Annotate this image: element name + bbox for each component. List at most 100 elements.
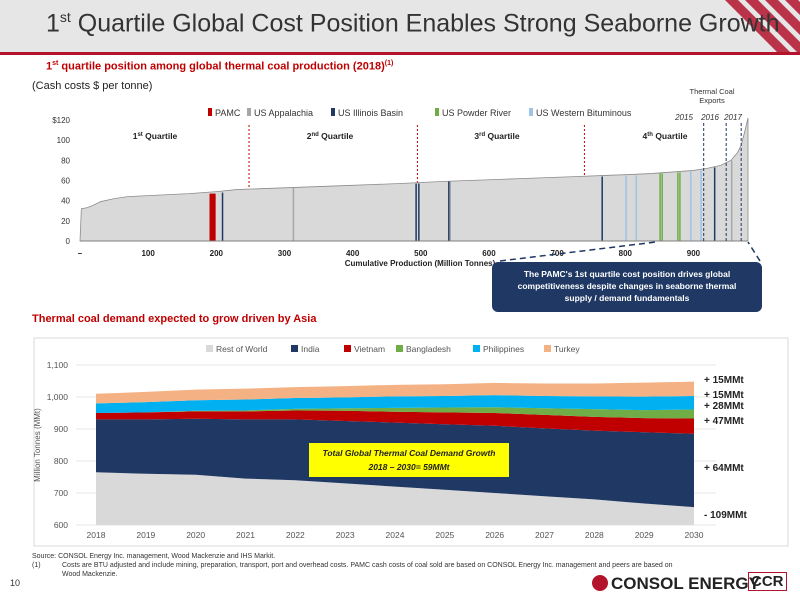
consol-logo-icon: [592, 575, 608, 591]
producer-bar: [415, 183, 417, 241]
legend-swatch: [396, 345, 403, 352]
header-bar: 1st Quartile Global Cost Position Enable…: [0, 0, 800, 52]
exports-title: Thermal Coal: [689, 87, 734, 96]
x-tick-label: 2021: [236, 530, 255, 540]
callout-line-3: supply / demand fundamentals: [564, 293, 690, 303]
cost-curve-chart: PAMC US Appalachia US Illinois Basin US Pow…: [52, 87, 761, 268]
x-tick-label: 2028: [585, 530, 604, 540]
producer-bar: [292, 187, 295, 241]
exports-year-label: 2016: [700, 113, 719, 122]
producer-bar: [659, 173, 661, 241]
change-label: + 28MMt: [704, 401, 744, 412]
producer-bar: [690, 171, 692, 241]
producer-bar: [730, 160, 733, 241]
y-axis-title: Million Tonnes (MMt): [33, 408, 42, 482]
x-tick-label: 2020: [186, 530, 205, 540]
legend-label: US Powder River: [442, 108, 511, 118]
producer-bar: [677, 172, 679, 241]
x-tick-label: –: [78, 249, 83, 258]
change-label: + 15MMt: [704, 390, 744, 401]
x-tick-label: 2030: [685, 530, 704, 540]
header-rule: [0, 52, 800, 55]
change-label: + 64MMt: [704, 463, 744, 474]
change-label: + 47MMt: [704, 416, 744, 427]
change-label: - 109MMt: [704, 510, 747, 521]
source-note: Source: CONSOL Energy Inc. management, W…: [32, 552, 673, 579]
x-tick-label: 800: [619, 249, 633, 258]
y-tick-label: 1,100: [47, 360, 69, 370]
x-tick-label: 500: [414, 249, 428, 258]
growth-annotation-line-2: 2018 – 2030= 59MMt: [367, 462, 450, 472]
cost-curve-section-title: 1st quartile position among global therm…: [46, 60, 394, 73]
legend-label: Turkey: [554, 344, 580, 354]
y-tick-label: 600: [54, 520, 68, 530]
cost-curve-units-label: (Cash costs $ per tonne): [32, 80, 153, 92]
exports-year-label: 2017: [723, 113, 742, 122]
ccr-logo: CCR: [748, 572, 787, 591]
producer-bar: [700, 170, 702, 241]
quartile-label: 1st Quartile: [133, 131, 178, 141]
legend-swatch: [544, 345, 551, 352]
legend-label: PAMC: [215, 108, 241, 118]
producer-bar: [449, 181, 451, 241]
producer-bar: [221, 192, 224, 241]
x-tick-label: 400: [346, 249, 360, 258]
legend-swatch: [206, 345, 213, 352]
legend-label: US Illinois Basin: [338, 108, 403, 118]
y-tick-label: 60: [61, 177, 70, 186]
legend-swatch: [331, 108, 335, 116]
series-area-vietnam: [96, 410, 694, 434]
consol-logo: CONSOL ENERGY: [592, 574, 760, 594]
x-tick-label: 300: [278, 249, 292, 258]
callout-connector: [499, 241, 657, 262]
y-tick-label: 0: [66, 237, 71, 246]
y-tick-label: 900: [54, 424, 68, 434]
producer-bar: [601, 176, 603, 241]
quartile-label: 3rd Quartile: [474, 131, 519, 141]
legend-swatch: [473, 345, 480, 352]
series-area-rest-of-world: [96, 472, 694, 525]
footnote-1: (1) Costs are BTU adjusted and include mi…: [32, 562, 673, 569]
demand-chart: 600 700 800 900 1,000 1,100 Million Tonnes (MM…: [33, 337, 789, 547]
footnote-1-cont: Wood Mackenzie.: [62, 571, 118, 578]
series-area-philippines: [96, 395, 694, 413]
legend-swatch: [247, 108, 251, 116]
callout-line-1: The PAMC's 1st quartile cost position dr…: [523, 269, 731, 279]
legend-label: Bangladesh: [406, 344, 451, 354]
legend-label: India: [301, 344, 320, 354]
callout-line-2: competitiveness despite changes in seabo…: [517, 281, 737, 291]
pamc-callout: The PAMC's 1st quartile cost position dr…: [492, 262, 762, 312]
series-area-turkey: [96, 381, 694, 404]
producer-bar: [679, 172, 681, 241]
page-title: 1st Quartile Global Cost Position Enable…: [46, 9, 780, 38]
series-area-bangladesh: [96, 407, 694, 419]
change-label: + 15MMt: [704, 375, 744, 386]
y-tick-label: 80: [61, 156, 70, 165]
x-tick-label: 700: [550, 249, 564, 258]
legend-label: US Appalachia: [254, 108, 313, 118]
y-tick-label: 1,000: [47, 392, 69, 402]
x-tick-label: 200: [210, 249, 224, 258]
legend-label: Philippines: [483, 344, 524, 354]
x-tick-label: 2026: [485, 530, 504, 540]
exports-year-label: 2015: [674, 113, 693, 122]
x-axis-title: Cumulative Production (Million Tonnes): [345, 259, 496, 268]
legend-swatch: [344, 345, 351, 352]
x-tick-label: 2018: [87, 530, 106, 540]
page-number: 10: [10, 578, 21, 588]
x-tick-label: 2024: [386, 530, 405, 540]
quartile-label: 2nd Quartile: [307, 131, 354, 141]
x-tick-label: 100: [141, 249, 155, 258]
legend-swatch: [529, 108, 533, 116]
callout-connector: [747, 241, 761, 262]
x-tick-label: 2027: [535, 530, 554, 540]
producer-bar: [625, 175, 627, 241]
x-tick-label: 2023: [336, 530, 355, 540]
producer-bar: [448, 181, 450, 241]
exports-title: Exports: [699, 96, 725, 105]
y-tick-label: 40: [61, 197, 70, 206]
quartile-label: 4th Quartile: [643, 131, 688, 141]
x-tick-label: 2029: [635, 530, 654, 540]
producer-bar: [635, 175, 638, 241]
x-tick-label: 900: [687, 249, 701, 258]
